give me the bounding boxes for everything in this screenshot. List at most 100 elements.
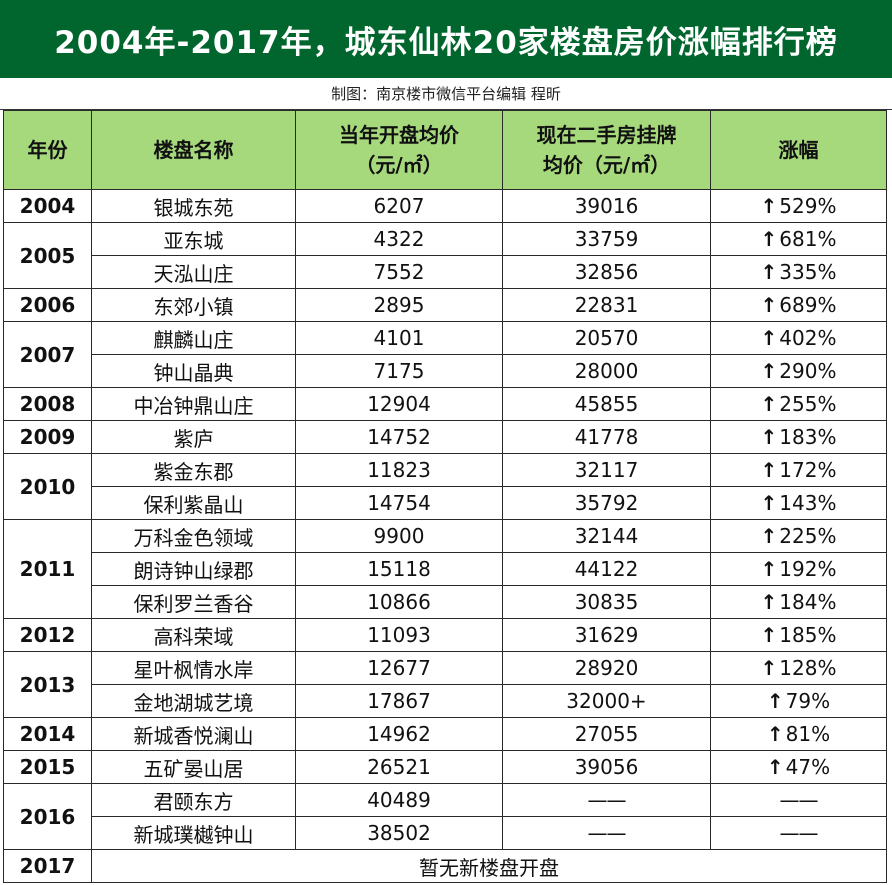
project-name-cell: 万科金色领域 xyxy=(91,519,296,553)
rise-value: 185% xyxy=(779,623,837,647)
resale-price-cell: 28920 xyxy=(502,651,711,685)
resale-price-cell: 41778 xyxy=(502,420,711,454)
year-cell: 2004 xyxy=(3,189,92,223)
resale-price-cell: 27055 xyxy=(502,717,711,751)
rise-value: 183% xyxy=(779,425,837,449)
resale-price-cell: 28000 xyxy=(502,354,711,388)
open-price-cell: 10866 xyxy=(295,585,503,619)
year-cell: 2008 xyxy=(3,387,92,421)
rise-value: 192% xyxy=(779,557,837,581)
table-row: 新城璞樾钟山 38502 —— —— xyxy=(4,816,887,850)
project-name-cell: 紫庐 xyxy=(91,420,296,454)
table-row: 2009 紫庐 14752 41778 ↑ 183% xyxy=(3,420,887,454)
table-row: 朗诗钟山绿郡 15118 44122 ↑ 192% xyxy=(4,552,887,586)
resale-price-cell: 35792 xyxy=(502,486,711,520)
header-row: 年份 楼盘名称 当年开盘均价 （元/㎡） 现在二手房挂牌 均价（元/㎡） 涨幅 xyxy=(3,110,887,190)
resale-price-empty-cell: —— xyxy=(502,783,711,817)
up-arrow-icon: ↑ xyxy=(760,326,778,350)
project-name-cell: 东郊小镇 xyxy=(91,288,296,322)
no-new-projects-cell: 暂无新楼盘开盘 xyxy=(91,849,887,883)
resale-price-cell: 33759 xyxy=(502,222,711,256)
rise-value: 402% xyxy=(779,326,837,350)
table-row: 金地湖城艺境 17867 32000+ ↑ 79% xyxy=(4,684,887,718)
project-name-cell: 天泓山庄 xyxy=(91,255,296,289)
header-resale-price-line2: 均价（元/㎡） xyxy=(542,153,671,177)
project-name-cell: 钟山晶典 xyxy=(91,354,296,388)
table-row: 钟山晶典 7175 28000 ↑ 290% xyxy=(4,354,887,388)
year-cell: 2015 xyxy=(3,750,92,784)
project-name-cell: 高科荣域 xyxy=(91,618,296,652)
rise-cell: ↑ 183% xyxy=(710,420,887,454)
open-price-cell: 14754 xyxy=(295,486,503,520)
header-open-price: 当年开盘均价 （元/㎡） xyxy=(295,110,503,190)
project-name-cell: 保利罗兰香谷 xyxy=(91,585,296,619)
open-price-cell: 40489 xyxy=(295,783,503,817)
rise-value: 79% xyxy=(785,689,831,713)
project-name-cell: 紫金东郡 xyxy=(91,453,296,487)
up-arrow-icon: ↑ xyxy=(760,557,778,581)
year-cell: 2013 xyxy=(3,651,92,718)
rise-value: 689% xyxy=(779,293,837,317)
open-price-cell: 11823 xyxy=(295,453,503,487)
table-row: 天泓山庄 7552 32856 ↑ 335% xyxy=(4,255,887,289)
table-row: 2014 新城香悦澜山 14962 27055 ↑ 81% xyxy=(3,717,887,751)
open-price-cell: 14752 xyxy=(295,420,503,454)
rise-value: 255% xyxy=(779,392,837,416)
project-name-cell: 新城璞樾钟山 xyxy=(91,816,296,850)
project-name-cell: 麒麟山庄 xyxy=(91,321,296,355)
table-row: 2011 万科金色领域 9900 32144 ↑ 225% xyxy=(3,519,887,619)
up-arrow-icon: ↑ xyxy=(760,293,778,317)
table-row: 保利紫晶山 14754 35792 ↑ 143% xyxy=(4,486,887,520)
header-open-price-line2: （元/㎡） xyxy=(355,153,443,177)
resale-price-cell: 45855 xyxy=(502,387,711,421)
up-arrow-icon: ↑ xyxy=(766,689,784,713)
table-row: 2016 君颐东方 40489 —— —— xyxy=(3,783,887,850)
rise-value: 335% xyxy=(779,260,837,284)
table-row: 2013 星叶枫情水岸 12677 28920 ↑ 128% xyxy=(3,651,887,718)
project-name-cell: 保利紫晶山 xyxy=(91,486,296,520)
rise-cell: ↑ 255% xyxy=(710,387,887,421)
resale-price-cell: 32144 xyxy=(502,519,711,553)
project-name-cell: 中冶钟鼎山庄 xyxy=(91,387,296,421)
rise-cell: ↑ 184% xyxy=(710,585,887,619)
rise-cell: ↑ 79% xyxy=(710,684,887,718)
up-arrow-icon: ↑ xyxy=(760,524,778,548)
rise-cell: ↑ 81% xyxy=(710,717,887,751)
rise-value: 184% xyxy=(779,590,837,614)
table-row: 2015 五矿晏山居 26521 39056 ↑ 47% xyxy=(3,750,887,784)
rise-cell: ↑ 47% xyxy=(710,750,887,784)
open-price-cell: 38502 xyxy=(295,816,503,850)
header-name: 楼盘名称 xyxy=(91,110,296,190)
table-row: 2007 麒麟山庄 4101 20570 ↑ 402% xyxy=(3,321,887,388)
rise-empty-cell: —— xyxy=(710,783,887,817)
table-row: 2006 东郊小镇 2895 22831 ↑ 689% xyxy=(3,288,887,322)
up-arrow-icon: ↑ xyxy=(760,227,778,251)
rise-value: 47% xyxy=(785,755,831,779)
year-cell: 2017 xyxy=(3,849,92,883)
header-resale-price: 现在二手房挂牌 均价（元/㎡） xyxy=(502,110,711,190)
year-cell: 2014 xyxy=(3,717,92,751)
rise-value: 225% xyxy=(779,524,837,548)
up-arrow-icon: ↑ xyxy=(760,359,778,383)
table-body: 2004 银城东苑 6207 39016 ↑ 529% 2005 亚东城 4322 33759 ↑ 6… xyxy=(3,189,887,883)
resale-price-cell: 32856 xyxy=(502,255,711,289)
project-name-cell: 朗诗钟山绿郡 xyxy=(91,552,296,586)
up-arrow-icon: ↑ xyxy=(760,260,778,284)
rise-empty-cell: —— xyxy=(710,816,887,850)
resale-price-cell: 32117 xyxy=(502,453,711,487)
rise-value: 681% xyxy=(779,227,837,251)
year-cell: 2009 xyxy=(3,420,92,454)
resale-price-empty-cell: —— xyxy=(502,816,711,850)
rise-cell: ↑ 529% xyxy=(710,189,887,223)
credit-line: 制图：南京楼市微信平台编辑 程昕 xyxy=(0,78,892,110)
year-cell: 2012 xyxy=(3,618,92,652)
year-cell: 2007 xyxy=(3,321,92,388)
project-name-cell: 新城香悦澜山 xyxy=(91,717,296,751)
rise-cell: ↑ 185% xyxy=(710,618,887,652)
up-arrow-icon: ↑ xyxy=(760,425,778,449)
table-row: 2005 亚东城 4322 33759 ↑ 681% xyxy=(3,222,887,289)
rise-cell: ↑ 192% xyxy=(710,552,887,586)
header-year: 年份 xyxy=(3,110,92,190)
up-arrow-icon: ↑ xyxy=(760,194,778,218)
rise-cell: ↑ 335% xyxy=(710,255,887,289)
